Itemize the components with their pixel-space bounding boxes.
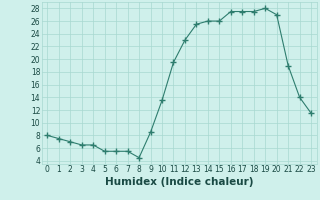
X-axis label: Humidex (Indice chaleur): Humidex (Indice chaleur) [105,177,253,187]
